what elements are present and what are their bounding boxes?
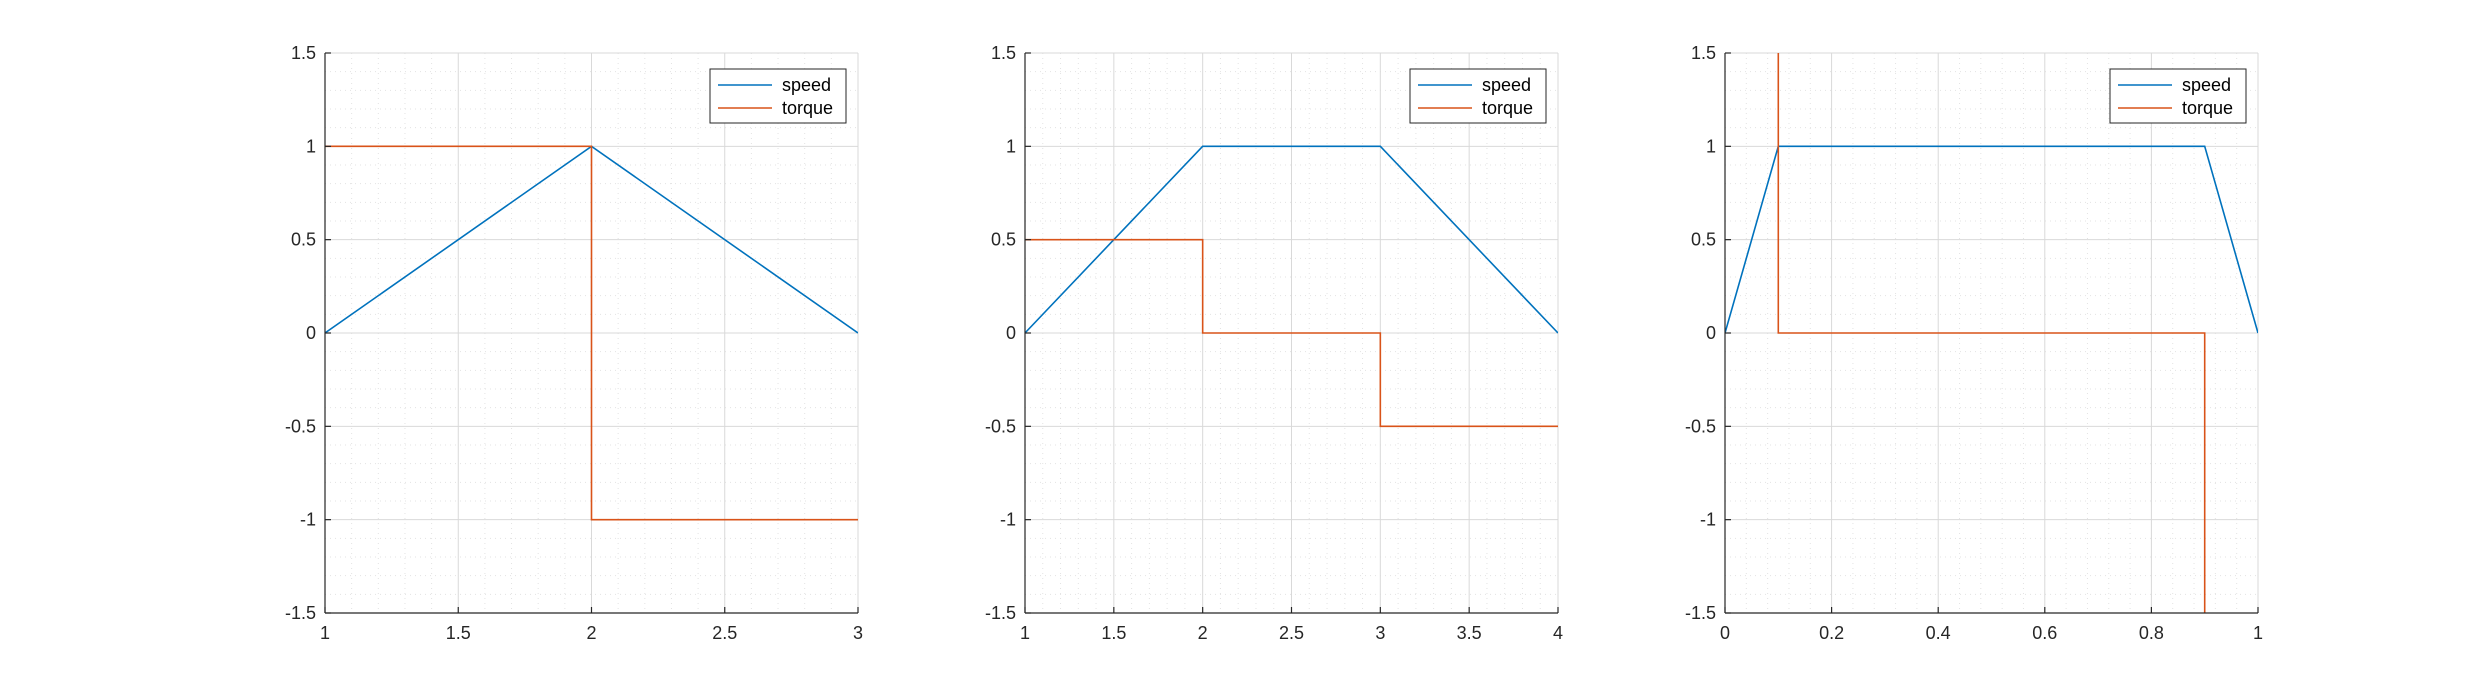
series-line-torque <box>325 145 858 521</box>
x-tick-label: 1 <box>320 623 330 643</box>
series-line-speed <box>1725 145 2258 334</box>
legend: speed torque <box>1409 68 1547 124</box>
x-tick-label: 0.8 <box>2139 623 2164 643</box>
legend: speed torque <box>709 68 847 124</box>
legend-box <box>709 68 847 124</box>
x-tick-label: 0 <box>1720 623 1730 643</box>
y-tick-label: -1 <box>1000 510 1016 530</box>
y-tick-label: -0.5 <box>1685 416 1716 436</box>
y-tick-label: -1.5 <box>285 603 316 623</box>
subplot-2: 1 1.5 2 2.5 3 3.5 4 -1.5 -1 -0.5 0 0.5 1 1.5 speed torq… <box>985 43 1563 643</box>
y-tick-label: 0.5 <box>291 230 316 250</box>
y-tick-label: 1 <box>1706 136 1716 156</box>
series-line-torque <box>1777 53 2206 613</box>
x-tick-label: 1.5 <box>1101 623 1126 643</box>
subplot-3: 0 0.2 0.4 0.6 0.8 1 -1.5 -1 -0.5 0 0.5 1 1.5 speed tor… <box>1685 43 2263 643</box>
x-tick-label: 4 <box>1553 623 1563 643</box>
y-tick-label: 1 <box>1006 136 1016 156</box>
y-tick-label: -1.5 <box>1685 603 1716 623</box>
x-tick-label: 2 <box>1198 623 1208 643</box>
x-tick-label: 2.5 <box>1279 623 1304 643</box>
x-tick-label: 3 <box>1375 623 1385 643</box>
legend: speed torque <box>2109 68 2247 124</box>
subplot-1: 1 1.5 2 2.5 3 -1.5 -1 -0.5 0 0.5 1 1.5 speed torque <box>285 43 863 643</box>
x-tick-label: 0.4 <box>1926 623 1951 643</box>
y-tick-label: 0 <box>1006 323 1016 343</box>
x-tick-label: 1 <box>1020 623 1030 643</box>
legend-label-speed: speed <box>782 75 831 95</box>
x-tick-label: 2.5 <box>712 623 737 643</box>
legend-box <box>2109 68 2247 124</box>
y-tick-label: 1.5 <box>1691 43 1716 63</box>
y-tick-label: -1 <box>1700 510 1716 530</box>
legend-label-torque: torque <box>1482 98 1533 118</box>
legend-box <box>1409 68 1547 124</box>
y-tick-label: 1.5 <box>291 43 316 63</box>
y-tick-label: -0.5 <box>985 416 1016 436</box>
legend-label-speed: speed <box>2182 75 2231 95</box>
y-tick-label: 0.5 <box>991 230 1016 250</box>
y-tick-label: -1 <box>300 510 316 530</box>
legend-label-torque: torque <box>2182 98 2233 118</box>
y-tick-label: -1.5 <box>985 603 1016 623</box>
series-line-torque <box>1025 238 1558 428</box>
y-tick-label: 1 <box>306 136 316 156</box>
x-tick-label: 3.5 <box>1457 623 1482 643</box>
x-tick-label: 0.6 <box>2032 623 2057 643</box>
y-tick-label: 1.5 <box>991 43 1016 63</box>
y-tick-label: 0 <box>306 323 316 343</box>
y-tick-label: 0.5 <box>1691 230 1716 250</box>
x-tick-label: 3 <box>853 623 863 643</box>
x-tick-label: 1.5 <box>446 623 471 643</box>
legend-label-speed: speed <box>1482 75 1531 95</box>
x-tick-label: 0.2 <box>1819 623 1844 643</box>
x-tick-label: 2 <box>586 623 596 643</box>
legend-label-torque: torque <box>782 98 833 118</box>
y-tick-label: 0 <box>1706 323 1716 343</box>
x-tick-label: 1 <box>2253 623 2263 643</box>
y-tick-label: -0.5 <box>285 416 316 436</box>
